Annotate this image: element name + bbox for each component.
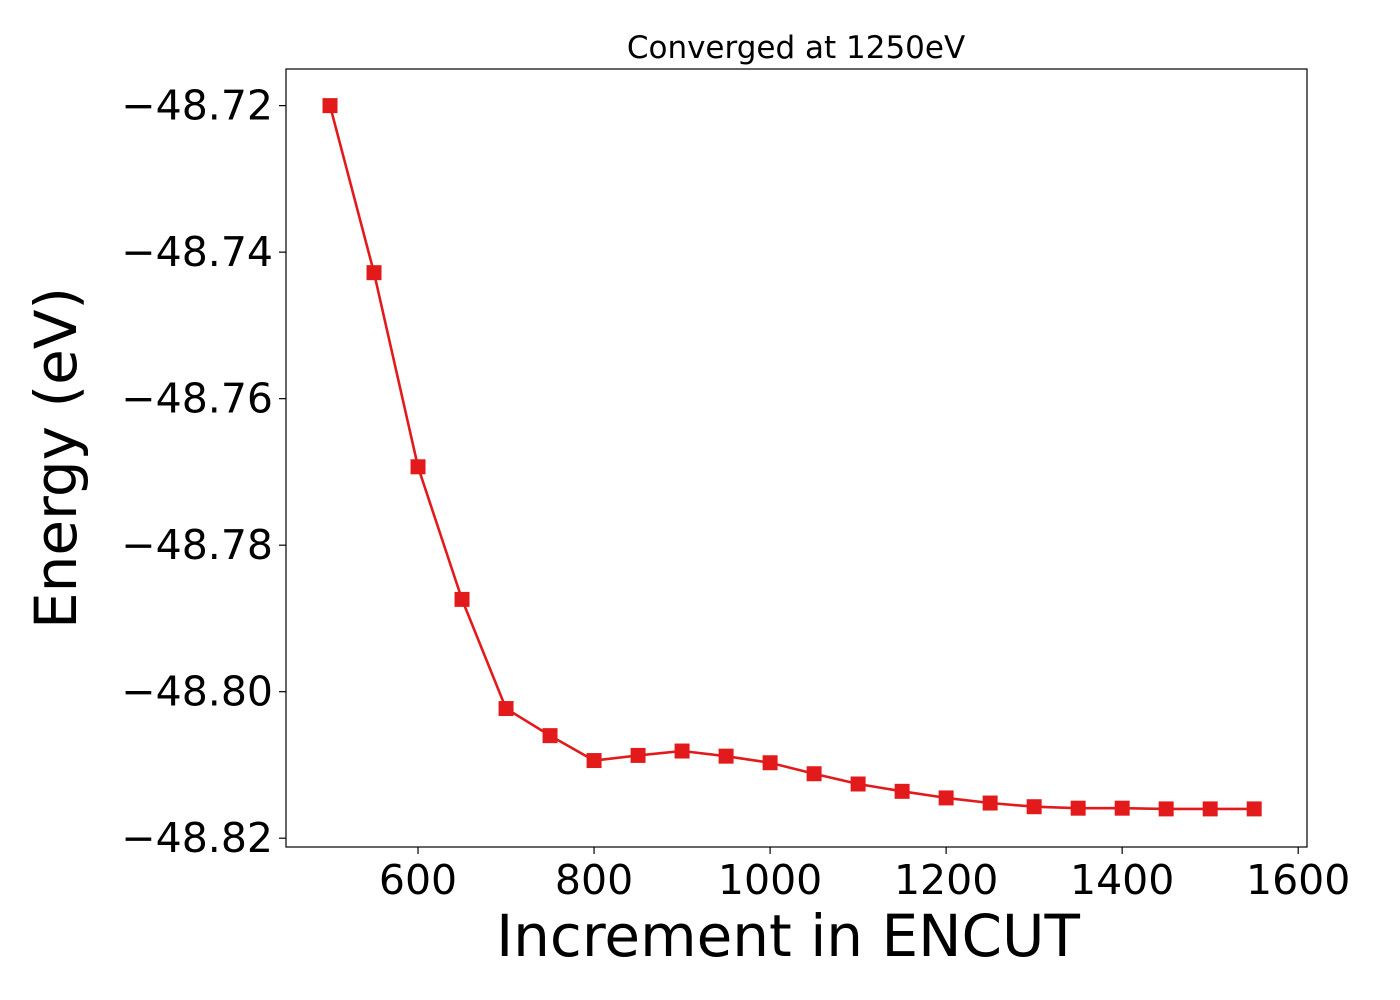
data-point-marker (982, 795, 998, 811)
data-point-marker (762, 755, 778, 771)
x-tick-label: 1200 (894, 856, 998, 904)
y-tick-label: −48.76 (121, 375, 273, 423)
data-point-marker (630, 747, 646, 763)
data-point-marker (1026, 799, 1042, 815)
data-point-marker (1114, 800, 1130, 816)
data-point-marker (718, 748, 734, 764)
y-tick-label: −48.72 (121, 82, 273, 130)
y-tick-label: −48.78 (121, 521, 273, 569)
data-point-marker (366, 265, 382, 281)
data-point-marker (322, 98, 338, 114)
data-point-marker (410, 459, 426, 475)
series-line (328, 105, 1255, 811)
chart-title: Converged at 1250eV (627, 30, 965, 66)
data-point-marker (542, 728, 558, 744)
x-tick-label: 1400 (1070, 856, 1174, 904)
data-point-marker (1070, 800, 1086, 816)
data-point-marker (1246, 801, 1262, 817)
y-tick-label: −48.80 (121, 668, 273, 716)
plot-area-frame (285, 68, 1308, 848)
x-tick-label: 800 (555, 856, 633, 904)
x-tick-label: 600 (379, 856, 457, 904)
data-point-marker (850, 776, 866, 792)
x-tick-label: 1000 (718, 856, 822, 904)
data-point-marker (674, 743, 690, 759)
x-tick-label: 1600 (1246, 856, 1350, 904)
series-layer (322, 98, 1262, 817)
data-point-marker (806, 766, 822, 782)
data-point-marker (454, 591, 470, 607)
data-point-marker (586, 753, 602, 769)
data-point-marker (894, 783, 910, 799)
data-point-marker (938, 790, 954, 806)
y-tick-label: −48.82 (121, 814, 273, 862)
data-point-marker (1158, 801, 1174, 817)
y-tick-label: −48.74 (121, 228, 273, 276)
y-axis-title: Energy (eV) (22, 287, 90, 629)
x-axis: 600 800 1000 1200 1400 1600 (379, 847, 1350, 904)
x-axis-title: Increment in ENCUT (496, 902, 1080, 970)
data-point-marker (498, 701, 514, 717)
y-axis: −48.72 −48.74 −48.76 −48.78 −48.80 −48.82 (121, 82, 286, 862)
data-point-marker (1202, 801, 1218, 817)
